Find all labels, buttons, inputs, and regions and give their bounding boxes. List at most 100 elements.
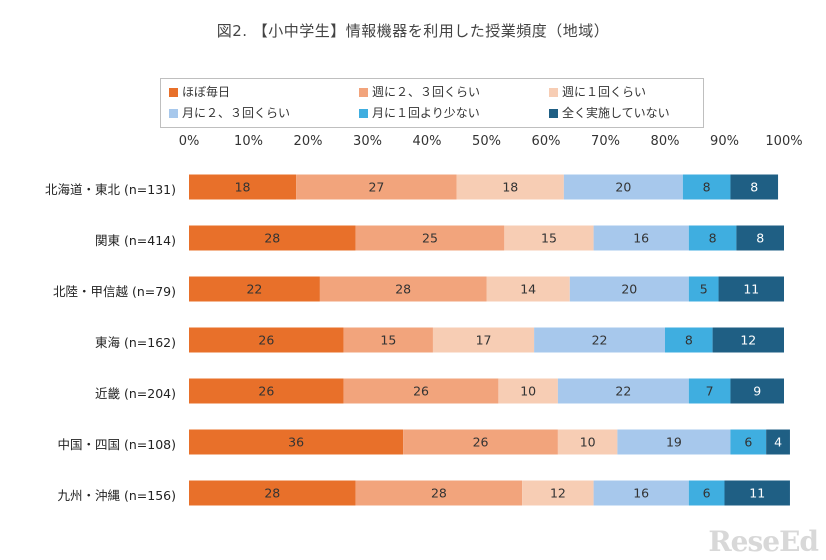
legend: ほぼ毎日 週に２、３回くらい 週に１回くらい月に２、３回くらい 月に１回より少ない 全く… [160,78,704,128]
bar-segment [189,327,344,353]
legend-label: 全く実施していない [562,106,670,120]
category-label: 北陸・甲信越 (n=79) [52,284,176,299]
data-label: 26 [258,333,274,348]
bar-segment [736,225,784,251]
bar-segment [343,327,433,353]
bar-segment [688,225,737,251]
data-label: 12 [740,333,756,348]
bar-segment [534,327,665,353]
bar-segment [712,327,784,353]
data-label: 19 [666,435,682,450]
x-tick-label: 0% [178,134,200,149]
data-label: 36 [288,435,304,450]
data-label: 5 [700,282,708,297]
x-tick-label: 60% [531,134,561,149]
legend-swatch [359,88,368,97]
data-label: 8 [756,231,764,246]
category-label: 東海 (n=162) [95,335,176,350]
bar-segment [456,174,564,200]
data-label: 22 [592,333,608,348]
category-label: 近畿 (n=204) [95,386,176,401]
legend-swatch [359,109,368,118]
bar-segment [296,174,457,200]
data-label: 14 [520,282,536,297]
legend-swatch [549,109,558,118]
bar-segment [498,378,558,404]
bar-segment [593,225,689,251]
data-label: 15 [541,231,557,246]
data-label: 26 [413,384,429,399]
data-label: 16 [633,231,649,246]
bar-segment [730,378,784,404]
data-label: 18 [235,180,251,195]
x-tick-label: 90% [710,134,739,149]
chart-title: 図2. 【小中学生】情報機器を利用した授業頻度（地域） [216,22,610,40]
x-tick-label: 40% [412,134,442,149]
legend-swatch [549,88,558,97]
bar-segment [617,429,731,455]
data-label: 28 [395,282,411,297]
bar-segment [486,276,570,302]
bar-segment [730,174,779,200]
x-tick-label: 70% [591,134,620,149]
x-tick-label: 80% [650,134,680,149]
bar-segment [189,276,320,302]
bar-segment [189,378,344,404]
bar-segment [688,378,731,404]
bar-segment [682,174,731,200]
data-label: 15 [380,333,396,348]
legend-label: 週に１回くらい [562,85,647,99]
legend-item: 月に１回より少ない [359,106,480,120]
bar-segment [504,225,594,251]
data-label: 6 [703,486,711,501]
data-label: 8 [709,231,717,246]
bar-segment [189,174,297,200]
data-label: 17 [476,333,492,348]
data-label: 28 [431,486,447,501]
x-tick-label: 100% [765,134,803,149]
data-label: 20 [615,180,631,195]
data-label: 7 [706,384,714,399]
data-label: 9 [753,384,761,399]
bar-segment [403,429,558,455]
bar-segment [563,174,683,200]
bar-segment [189,225,356,251]
bar-segment [432,327,535,353]
data-label: 12 [550,486,566,501]
bar-segment [522,480,594,506]
legend-item: 週に２、３回くらい [359,85,480,99]
bar-segment [724,480,790,506]
legend-swatch [169,109,178,118]
data-label: 11 [743,282,759,297]
legend-item: 月に２、３回くらい [169,106,290,120]
data-label: 18 [502,180,518,195]
bar-segment [730,429,767,455]
x-tick-label: 20% [293,134,323,149]
data-label: 26 [473,435,489,450]
legend-label: 月に１回より少ない [372,106,480,120]
bar-segment [688,480,725,506]
data-label: 20 [621,282,637,297]
legend-label: 月に２、３回くらい [182,106,291,120]
data-label: 10 [580,435,596,450]
category-label: 関東 (n=414) [95,233,176,248]
data-label: 26 [258,384,274,399]
bar-segment [569,276,689,302]
data-label: 6 [744,435,752,450]
category-label: 北海道・東北 (n=131) [45,182,176,197]
data-label: 8 [750,180,758,195]
data-label: 10 [520,384,536,399]
bar-segment [718,276,784,302]
data-label: 8 [703,180,711,195]
bar-segment [355,225,505,251]
legend-item: ほぼ毎日 [169,85,230,99]
x-tick-label: 10% [234,134,263,149]
bar-segment [343,378,499,404]
data-label: 25 [422,231,438,246]
bar-segment [688,276,719,302]
legend-item: 全く実施していない [549,106,670,120]
data-label: 4 [774,435,782,450]
x-tick-label: 30% [353,134,382,149]
legend-label: ほぼ毎日 [182,85,231,99]
